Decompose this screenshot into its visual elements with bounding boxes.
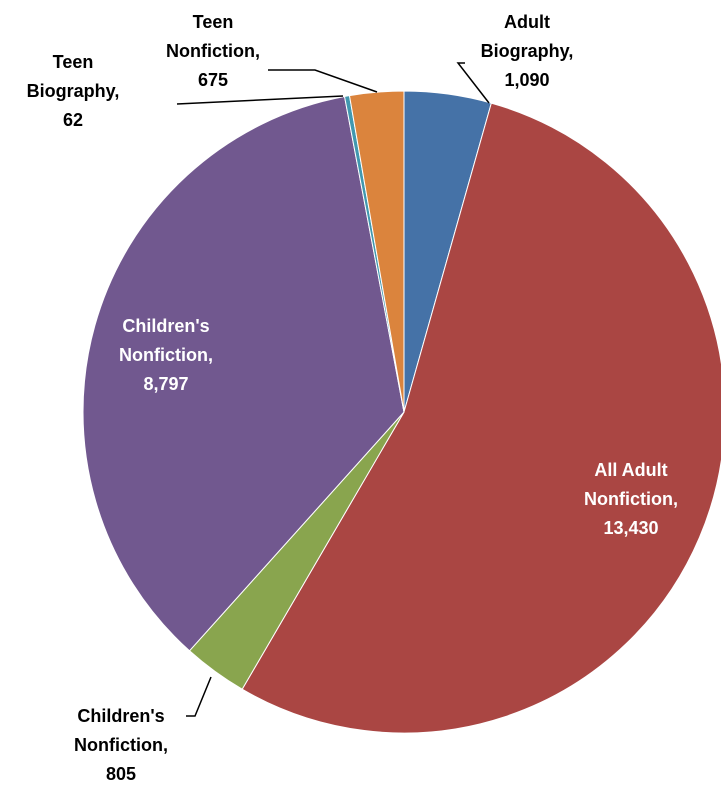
data-label-2: Children's Nonfiction, 805 [74,706,168,784]
data-label-line: 805 [106,764,136,784]
data-label-line: Children's [77,706,164,726]
data-label-0: Adult Biography, 1,090 [481,12,574,90]
data-label-line: Children's [122,316,209,336]
data-label-line: 62 [63,110,83,130]
data-label-line: 13,430 [603,518,658,538]
leader-line-4 [176,95,344,105]
data-label-line: Teen [53,52,94,72]
data-label-line: Teen [193,12,234,32]
data-label-line: Nonfiction, [584,489,678,509]
data-label-line: Biography, [481,41,574,61]
data-label-line: 8,797 [143,374,188,394]
data-label-4: Teen Biography, 62 [27,52,120,130]
data-label-line: Adult [504,12,550,32]
data-label-line: 675 [198,70,228,90]
data-label-line: All Adult [594,460,667,480]
data-label-5: Teen Nonfiction, 675 [166,12,260,90]
data-label-line: Nonfiction, [119,345,213,365]
leader-line-2 [186,676,212,717]
pie-slice-1 [241,102,721,734]
data-label-line: Biography, [27,81,120,101]
pie-slice-3 [82,95,405,652]
data-label-1: All Adult Nonfiction, 13,430 [584,460,678,538]
data-label-line: 1,090 [504,70,549,90]
leader-line-5 [268,69,378,93]
data-label-line: Nonfiction, [166,41,260,61]
data-label-line: Nonfiction, [74,735,168,755]
data-label-3: Children's Nonfiction, 8,797 [119,316,213,394]
leader-line-0 [456,62,490,104]
